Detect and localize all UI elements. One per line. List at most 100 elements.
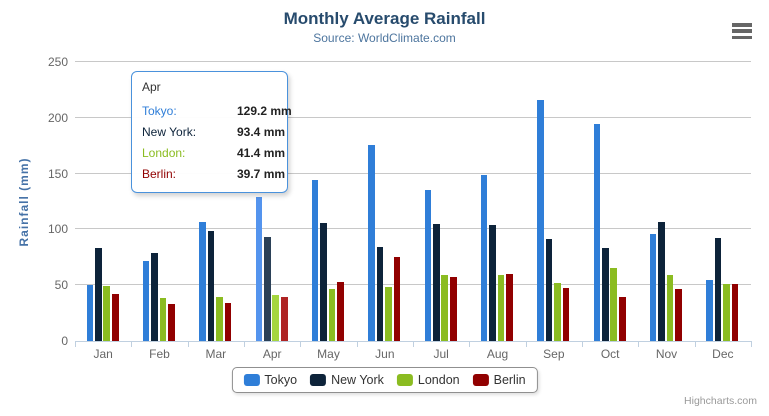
y-axis-labels: 0 50 100 150 200 250 [30,0,68,416]
y-tick-label-200: 200 [47,110,68,125]
legend-item-tokyo[interactable]: Tokyo [243,373,297,387]
y-tick-label-50: 50 [54,278,68,293]
hamburger-icon [732,23,752,27]
x-tick-label-jan: Jan [93,347,113,361]
bar-london-jan[interactable] [103,286,111,341]
highcharts-credits-link[interactable]: Highcharts.com [684,395,757,407]
bar-tokyo-sep[interactable] [537,99,544,341]
legend-item-london[interactable]: London [396,373,460,387]
bar-tokyo-jun[interactable] [368,144,375,341]
bar-berlin-oct[interactable] [618,297,626,341]
bar-new-york-jun[interactable] [376,246,384,341]
bar-tokyo-feb[interactable] [142,261,150,341]
x-tick-mark [356,341,358,347]
bar-london-jul[interactable] [441,275,449,341]
legend-item-berlin[interactable]: Berlin [472,373,526,387]
x-tick-label-jun: Jun [375,347,395,361]
legend-swatch-icon [472,374,489,386]
tooltip-row-berlin: Berlin: 39.7 mm [142,164,285,185]
bar-tokyo-oct[interactable] [593,124,601,341]
bar-new-york-jan[interactable] [95,247,102,341]
x-tick-mark [694,341,696,347]
bar-berlin-dec[interactable] [731,283,739,341]
bar-new-york-may[interactable] [320,222,327,341]
bar-tokyo-may[interactable] [311,180,319,341]
bar-london-nov[interactable] [666,274,674,341]
bar-new-york-mar[interactable] [207,231,215,341]
hamburger-icon [732,29,752,33]
bar-new-york-jul[interactable] [433,223,440,341]
bar-london-may[interactable] [328,288,336,341]
x-tick-mark [638,341,640,347]
gridline-250 [75,61,751,62]
bar-tokyo-mar[interactable] [199,222,206,341]
tooltip-series-value: 129.2 mm [237,104,292,118]
tooltip-series-label: Berlin: [142,167,177,181]
legend-item-new-york[interactable]: New York [310,373,384,387]
bar-london-mar[interactable] [216,297,223,341]
bar-berlin-aug[interactable] [506,273,513,341]
bar-london-oct[interactable] [610,268,618,341]
y-tick-label-100: 100 [47,222,68,237]
x-tick-mark [525,341,527,347]
tooltip-series-value: 93.4 mm [237,125,286,139]
gridline-150 [75,172,751,174]
x-tick-mark [582,341,583,347]
export-menu-button[interactable] [732,23,752,39]
legend-label: Tokyo [264,373,298,387]
bar-berlin-apr[interactable] [280,296,288,341]
bar-tokyo-jul[interactable] [424,189,432,341]
bar-berlin-mar[interactable] [224,302,232,341]
tooltip-row-tokyo: Tokyo: 129.2 mm [142,101,292,122]
tooltip-row-london: London: 41.4 mm [142,143,285,164]
x-tick-mark [469,341,471,347]
x-axis-labels: Jan Feb Mar Apr May Jun Jul Aug Sep Oct Nov Dec [75,347,751,363]
bar-london-dec[interactable] [723,283,730,341]
bar-berlin-jan[interactable] [111,293,119,341]
x-tick-label-aug: Aug [486,347,509,361]
x-tick-label-feb: Feb [149,347,170,361]
y-tick-label-0: 0 [61,334,68,348]
bar-new-york-sep[interactable] [545,239,553,341]
legend-label: Berlin [493,373,526,387]
bar-london-aug[interactable] [497,274,505,341]
bar-tokyo-apr[interactable] [255,196,263,341]
bar-berlin-jun[interactable] [393,256,401,341]
bar-new-york-oct[interactable] [602,247,609,341]
x-tick-mark [300,341,302,347]
bar-berlin-jul[interactable] [449,276,457,341]
bar-london-sep[interactable] [554,282,561,341]
x-tick-label-may: May [317,347,340,361]
bar-new-york-aug[interactable] [489,224,496,341]
x-tick-label-nov: Nov [655,347,678,361]
bar-tokyo-aug[interactable] [480,175,488,341]
legend-label: London [417,373,460,387]
bar-london-apr[interactable] [272,294,280,341]
bar-berlin-sep[interactable] [562,287,570,341]
bar-berlin-may[interactable] [337,282,344,341]
bar-new-york-dec[interactable] [714,238,722,341]
tooltip-series-label: London: [142,146,186,160]
tooltip: Apr Tokyo: 129.2 mm New York: 93.4 mm London… [131,71,292,193]
bar-new-york-feb[interactable] [151,253,158,341]
bar-london-feb[interactable] [159,297,167,341]
tooltip-series-value: 41.4 mm [237,146,286,160]
bar-new-york-nov[interactable] [658,222,665,341]
x-tick-mark [413,341,414,347]
bar-berlin-nov[interactable] [675,288,682,341]
bar-tokyo-dec[interactable] [706,280,713,341]
bar-tokyo-jan[interactable] [86,285,94,341]
bar-new-york-apr[interactable] [264,236,271,341]
x-tick-label-oct: Oct [600,347,620,361]
bar-london-jun[interactable] [385,287,392,341]
tooltip-rows: Tokyo: 129.2 mm New York: 93.4 mm London: 41.… [142,101,292,185]
x-tick-label-sep: Sep [543,347,565,361]
bar-tokyo-nov[interactable] [649,234,657,341]
y-tick-label-150: 150 [47,166,68,181]
y-tick-label-250: 250 [47,55,68,69]
tooltip-series-label: New York: [142,125,197,139]
gridline-200 [75,116,751,118]
bar-berlin-feb[interactable] [168,303,175,341]
x-tick-label-mar: Mar [205,347,227,361]
